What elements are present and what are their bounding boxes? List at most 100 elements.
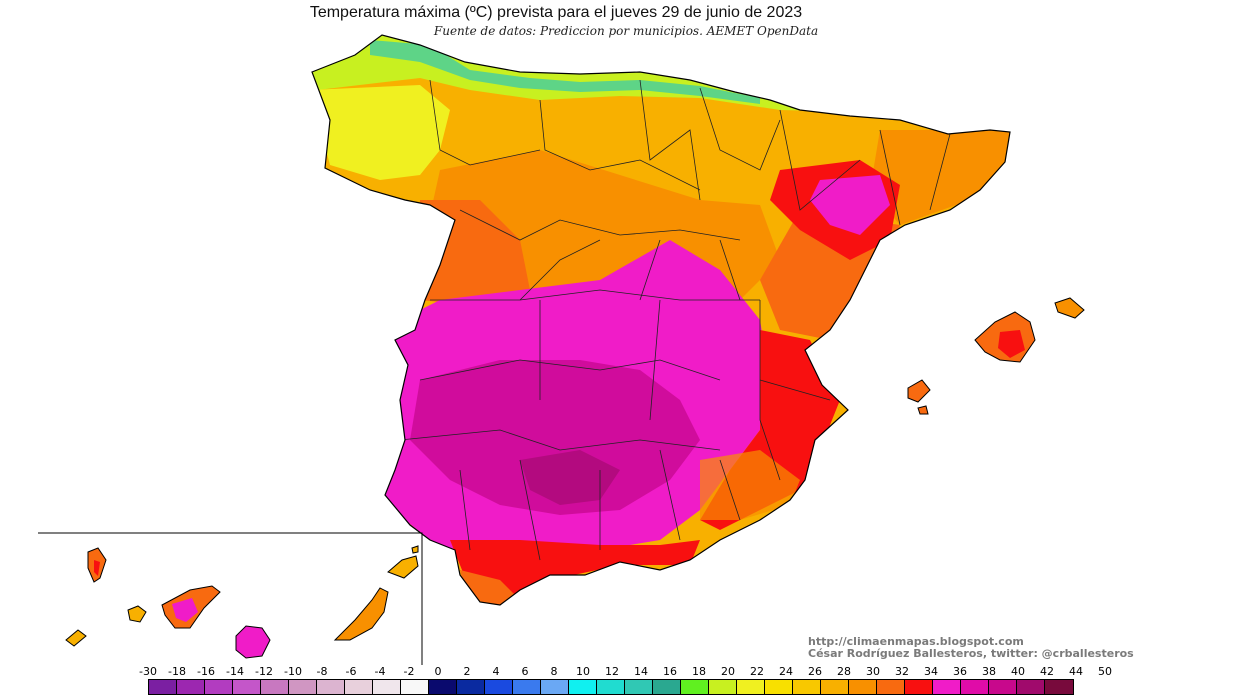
zone-ebro-magenta: [810, 175, 890, 235]
legend-label: 50: [1098, 665, 1112, 678]
legend-swatch: [625, 680, 653, 694]
mallorca-hot: [998, 330, 1025, 358]
formentera: [917, 405, 929, 415]
fuerteventura: [333, 587, 389, 641]
legend-swatch: [877, 680, 905, 694]
legend-label: 28: [837, 665, 851, 678]
legend-label: 42: [1040, 665, 1054, 678]
tenerife-hot: [172, 598, 198, 622]
credits-website: http://climaenmapas.blogspot.com: [808, 635, 1024, 648]
legend-label: 16: [663, 665, 677, 678]
legend-label: 22: [750, 665, 764, 678]
menorca: [1054, 297, 1085, 319]
legend-swatch: [737, 680, 765, 694]
legend-swatch: [569, 680, 597, 694]
region-canary: [38, 532, 423, 665]
legend-swatch: [317, 680, 345, 694]
legend-label: 40: [1011, 665, 1025, 678]
zone-murcia-orange: [700, 450, 800, 520]
la-palma-hot: [94, 560, 100, 576]
legend-swatch: [933, 680, 961, 694]
la-gomera: [127, 605, 147, 623]
legend-label: -16: [197, 665, 215, 678]
canary-inset-frame: [38, 532, 423, 665]
graciosa: [411, 545, 419, 554]
legend-label: -14: [226, 665, 244, 678]
credits-author: César Rodríguez Ballesteros, twitter: @c…: [808, 647, 1134, 660]
legend-swatch: [541, 680, 569, 694]
legend-label: 20: [721, 665, 735, 678]
legend-label: 44: [1069, 665, 1083, 678]
legend-swatch: [765, 680, 793, 694]
legend-swatch: [961, 680, 989, 694]
legend-label: 24: [779, 665, 793, 678]
legend-swatch: [513, 680, 541, 694]
legend-swatch: [233, 680, 261, 694]
legend-label: 34: [924, 665, 938, 678]
legend-color-bar: [148, 679, 1074, 695]
region-balearic: [907, 297, 1085, 415]
zone-costa-orange: [460, 570, 520, 605]
legend-swatch: [1017, 680, 1045, 694]
legend-label: -30: [139, 665, 157, 678]
credits: http://climaenmapas.blogspot.com César R…: [808, 636, 1134, 660]
zone-south-deep-magenta: [410, 360, 700, 515]
legend-label: 12: [605, 665, 619, 678]
legend-label: 26: [808, 665, 822, 678]
zone-guadalquivir-darkest: [520, 450, 620, 505]
zone-pyrenees-orange: [870, 130, 1010, 225]
legend-swatch: [177, 680, 205, 694]
legend-swatch: [681, 680, 709, 694]
legend-swatch: [1045, 680, 1073, 694]
legend-swatch: [429, 680, 457, 694]
legend-swatch: [261, 680, 289, 694]
legend-label: 36: [953, 665, 967, 678]
legend-label: 32: [895, 665, 909, 678]
legend-label: 4: [492, 665, 500, 678]
legend-label: -4: [374, 665, 386, 678]
legend-label: -6: [345, 665, 357, 678]
legend-swatch: [821, 680, 849, 694]
map-subtitle: Fuente de datos: Prediccion por municipi…: [433, 24, 819, 38]
legend-swatch: [793, 680, 821, 694]
province-borders: [399, 79, 951, 561]
legend-swatch: [457, 680, 485, 694]
legend-label: 10: [576, 665, 590, 678]
region-mainland: [311, 34, 1011, 606]
legend-swatch: [401, 680, 429, 694]
legend-labels: -30 -18 -16 -14 -12 -10 -8 -6 -4 -2 0 2 4 6 8 10 12 14 16 1…: [0, 665, 1242, 679]
el-hierro: [65, 629, 87, 647]
legend-swatch: [205, 680, 233, 694]
legend-label: -2: [403, 665, 415, 678]
zone-north-teal: [370, 40, 760, 104]
legend-label: -10: [284, 665, 302, 678]
legend-label: 6: [521, 665, 529, 678]
legend-label: -8: [316, 665, 328, 678]
legend-swatch: [989, 680, 1017, 694]
zone-costa-sol-red: [450, 540, 700, 600]
legend-label: 2: [463, 665, 471, 678]
legend-label: 18: [692, 665, 706, 678]
legend-swatch: [373, 680, 401, 694]
legend-label: 0: [434, 665, 442, 678]
legend-label: -18: [168, 665, 186, 678]
gran-canaria: [235, 625, 271, 659]
legend-swatch: [849, 680, 877, 694]
lanzarote: [387, 555, 419, 579]
legend-swatch: [653, 680, 681, 694]
legend-swatch: [597, 680, 625, 694]
legend-swatch: [289, 680, 317, 694]
ibiza: [907, 379, 931, 403]
legend-label: -12: [255, 665, 273, 678]
legend-swatch: [485, 680, 513, 694]
map-title: Temperatura máxima (ºC) prevista para el…: [309, 4, 803, 21]
legend-swatch: [149, 680, 177, 694]
legend-label: 14: [634, 665, 648, 678]
legend-label: 38: [982, 665, 996, 678]
legend-label: 8: [550, 665, 558, 678]
legend-swatch: [345, 680, 373, 694]
legend-swatch: [709, 680, 737, 694]
legend-swatch: [905, 680, 933, 694]
zone-galicia-yellow: [312, 85, 450, 180]
